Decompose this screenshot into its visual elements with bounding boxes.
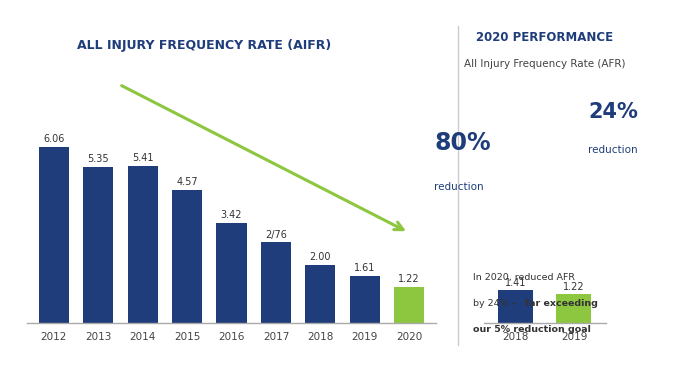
Bar [305, 264, 336, 322]
Text: 1.22: 1.22 [563, 282, 585, 292]
Text: 1.41: 1.41 [505, 278, 526, 288]
Text: reduction: reduction [588, 145, 637, 155]
Bar [127, 166, 158, 322]
Bar [394, 287, 424, 322]
Bar [498, 290, 533, 322]
Text: 5.35: 5.35 [87, 154, 109, 165]
Bar [217, 224, 247, 322]
Text: 2/76: 2/76 [265, 230, 287, 240]
Text: 2.00: 2.00 [310, 252, 331, 262]
Text: In 2020, reduced AFR: In 2020, reduced AFR [473, 273, 575, 282]
Text: 3.42: 3.42 [221, 210, 242, 220]
Text: reduction: reduction [434, 183, 484, 192]
Text: 80%: 80% [434, 130, 491, 154]
Bar [349, 276, 380, 322]
Text: 1.61: 1.61 [354, 263, 375, 273]
Bar [556, 294, 592, 322]
Text: 6.06: 6.06 [43, 134, 65, 144]
Text: 2020 PERFORMANCE: 2020 PERFORMANCE [476, 31, 614, 44]
Text: 5.41: 5.41 [132, 153, 153, 163]
Text: 4.57: 4.57 [176, 177, 198, 187]
Bar [39, 147, 69, 322]
Bar [172, 190, 202, 322]
Bar [261, 243, 291, 322]
Text: ALL INJURY FREQUENCY RATE (AIFR): ALL INJURY FREQUENCY RATE (AIFR) [77, 39, 332, 51]
Text: our 5% reduction goal: our 5% reduction goal [473, 326, 591, 334]
Text: All Injury Frequency Rate (AFR): All Injury Frequency Rate (AFR) [464, 59, 626, 69]
Text: 1.22: 1.22 [398, 274, 420, 284]
Text: far exceeding: far exceeding [525, 299, 598, 308]
Text: 24%: 24% [588, 102, 638, 123]
Bar [83, 167, 114, 322]
Text: by 24% –: by 24% – [473, 299, 520, 308]
